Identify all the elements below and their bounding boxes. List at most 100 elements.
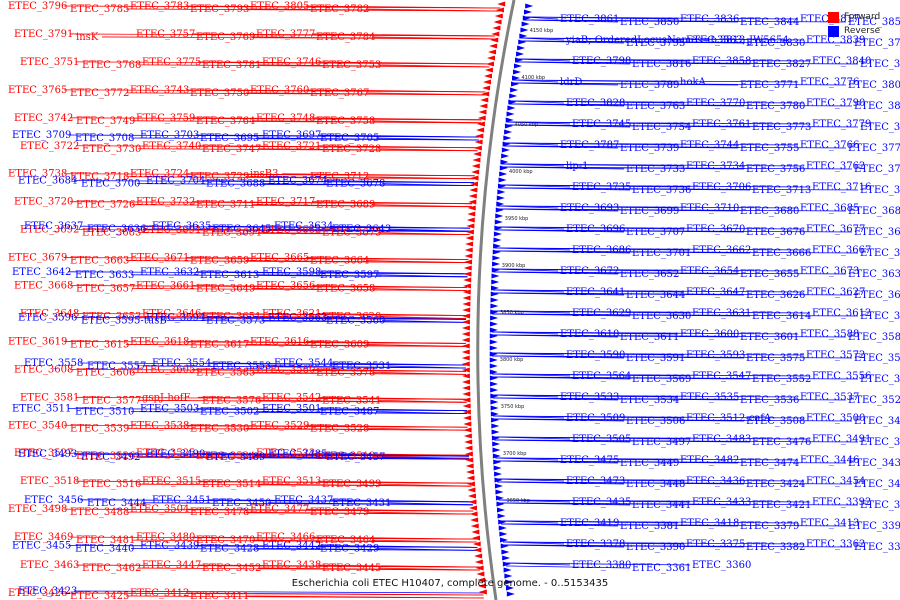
- connector-line: [492, 376, 859, 380]
- gene-label: ETEC_3605: [136, 364, 195, 375]
- gene-label: ETEC_3607: [860, 311, 900, 322]
- gene-label: ETEC_3564: [572, 371, 631, 382]
- gene-label: ETEC_3655: [740, 269, 799, 280]
- gene-label: ETEC_3589: [848, 332, 900, 343]
- forward-feature: [483, 73, 492, 79]
- reverse-feature: [490, 297, 499, 303]
- connector-line: [371, 371, 466, 375]
- reverse-feature: [491, 417, 500, 423]
- connector-line: [267, 502, 473, 506]
- connector-line: [494, 247, 811, 251]
- gene-label: ETEC_3784: [316, 32, 375, 43]
- reverse-feature: [498, 525, 507, 531]
- gene-label: ETEC_3676: [746, 227, 805, 238]
- gene-label: ETEC_3652: [620, 269, 679, 280]
- reverse-feature: [494, 219, 503, 225]
- gene-label: ETEC_3442: [262, 540, 321, 551]
- connector-line: [311, 368, 466, 372]
- connector-line: [375, 137, 479, 141]
- legend-reverse-label: Reverse: [844, 26, 881, 36]
- connector-line: [501, 166, 853, 170]
- gene-label: ETEC_3558: [24, 358, 83, 369]
- gene-label: ETEC_3670: [686, 224, 745, 235]
- connector-line: [323, 317, 467, 320]
- gene-label: ETEC_3704: [146, 176, 205, 187]
- connector-line: [329, 499, 473, 503]
- gene-label: ETEC_3513: [262, 476, 321, 487]
- reverse-feature: [495, 489, 504, 495]
- connector-line: [317, 408, 467, 411]
- forward-feature: [487, 55, 496, 61]
- forward-feature: [479, 103, 488, 109]
- gene-label: ETEC_3774: [848, 143, 900, 154]
- gene-label: ETEC_3665: [250, 253, 309, 264]
- gene-label: ETEC_3539: [70, 423, 129, 434]
- gene-label: ETEC_3486: [854, 416, 900, 427]
- gene-label: ETEC_3596: [18, 312, 77, 323]
- gene-label: ETEC_3447: [142, 560, 201, 571]
- gene-label: ETEC_3656: [256, 281, 315, 292]
- forward-feature: [462, 403, 471, 409]
- connector-line: [509, 100, 805, 104]
- gene-label: ETEC_3506: [626, 416, 685, 427]
- gene-label: ETEC_3693: [560, 203, 619, 214]
- reverse-feature: [525, 3, 534, 9]
- connector-line: [377, 399, 467, 403]
- gene-label: ETEC_3594: [146, 312, 205, 323]
- gene-label: ETEC_3536: [740, 395, 799, 406]
- connector-line: [317, 61, 490, 65]
- gene-label: ETEC_3609: [310, 339, 369, 350]
- connector-line: [185, 592, 484, 596]
- reverse-feature: [503, 567, 512, 573]
- gene-label: ETEC_3392: [812, 497, 871, 508]
- gene-label: ETEC_3850: [620, 17, 679, 28]
- connector-line: [497, 208, 847, 212]
- gene-label: ETEC_3560: [326, 315, 385, 326]
- tick-label: 3700 kbp: [503, 451, 527, 457]
- gene-label: ETEC_3497: [632, 437, 691, 448]
- forward-feature: [474, 139, 483, 145]
- forward-feature: [464, 439, 473, 445]
- gene-label: ETEC_3440: [75, 543, 134, 554]
- reverse-feature: [496, 507, 505, 513]
- gene-label: ETEC_3487: [320, 407, 379, 418]
- gene-label: ETEC_3423: [18, 586, 77, 597]
- gene-label: ETEC_3674: [268, 176, 327, 187]
- gene-label: ETEC_3705: [320, 133, 379, 144]
- gene-label: ETEC_3691: [142, 225, 201, 236]
- gene-label: ETEC_3502: [200, 407, 259, 418]
- reverse-feature: [491, 273, 500, 279]
- gene-label: ETEC_3761: [692, 119, 751, 130]
- connector-line: [305, 5, 501, 9]
- gene-label: ETEC_3439: [140, 540, 199, 551]
- connector-line: [267, 365, 466, 369]
- tick-label: 4000 kbp: [509, 169, 533, 175]
- forward-feature: [488, 49, 497, 55]
- gene-label: ETEC_3669: [860, 248, 900, 259]
- connector-line: [267, 228, 470, 232]
- connector-line: [377, 64, 490, 68]
- connector-line: [387, 228, 470, 232]
- gene-label: ETEC_3712: [310, 172, 369, 183]
- reverse-feature: [492, 249, 501, 255]
- gene-label: ETEC_3790: [806, 98, 865, 109]
- connector-line: [323, 453, 470, 457]
- connector-line: [73, 590, 484, 594]
- reverse-feature: [498, 519, 507, 525]
- gene-label: ETEC_3488: [70, 507, 129, 518]
- gene-label: insB3: [250, 169, 278, 180]
- forward-feature: [462, 379, 471, 385]
- gene-label: ETEC_3787: [560, 140, 619, 151]
- gene-label: ETEC_3710: [680, 203, 739, 214]
- gene-label: ETEC_3775: [142, 57, 201, 68]
- connector-line: [493, 268, 799, 272]
- gene-label: ETEC_3844: [740, 17, 799, 28]
- gene-label: ETEC_3523: [848, 395, 900, 406]
- reverse-feature: [499, 171, 508, 177]
- forward-feature: [467, 487, 476, 493]
- gene-label: ETEC_3503: [140, 404, 199, 415]
- connector-line: [495, 229, 853, 233]
- forward-feature: [477, 115, 486, 121]
- gene-label: ETEC_3827: [752, 59, 811, 70]
